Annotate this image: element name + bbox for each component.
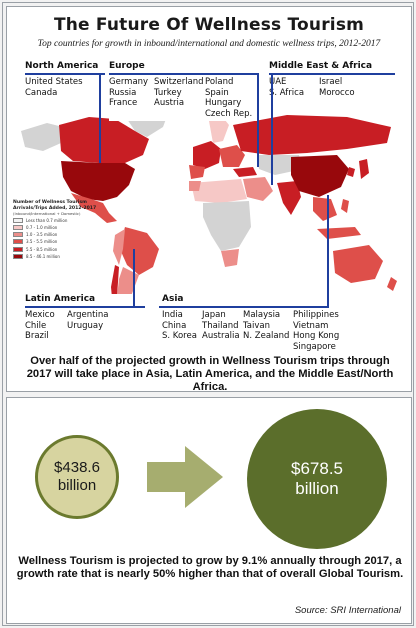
leader-line xyxy=(271,73,273,185)
middle-east xyxy=(243,177,273,201)
legend-item: 0.7 - 1.0 million xyxy=(13,224,121,230)
region-title: Middle East & Africa xyxy=(269,61,373,71)
region-title: Latin America xyxy=(25,294,96,304)
japan xyxy=(359,159,369,179)
turkey xyxy=(233,167,257,177)
legend-swatch xyxy=(13,246,23,252)
legend-swatch xyxy=(13,232,23,238)
region-latin-america: Latin America Mexico Chile Brazil Argent… xyxy=(25,294,145,344)
philippines xyxy=(341,199,349,213)
growth-statement: Over half of the projected growth in Wel… xyxy=(26,355,394,392)
legend-label: 8.5 - 46.1 million xyxy=(26,253,60,259)
legend-label: Less than 0.7 million xyxy=(26,217,68,223)
legend-item: 3.5 - 5.5 million xyxy=(13,239,121,245)
legend-item: Less than 0.7 million xyxy=(13,217,121,223)
alaska xyxy=(21,123,63,151)
map-legend: Number of Wellness Tourism Arrivals/Trip… xyxy=(13,200,121,259)
eastern-europe xyxy=(219,145,245,167)
southeast-asia xyxy=(313,197,337,221)
indonesia xyxy=(317,227,361,239)
legend-swatch xyxy=(13,224,23,230)
future-value: $678.5 billion xyxy=(291,459,343,498)
legend-item: 1.0 - 3.5 million xyxy=(13,232,121,238)
north-africa xyxy=(191,179,247,203)
leader-line xyxy=(133,249,135,306)
legend-item: 8.5 - 46.1 million xyxy=(13,253,121,259)
china xyxy=(291,155,349,197)
iberia xyxy=(189,165,205,179)
south-africa xyxy=(221,249,239,267)
andes xyxy=(113,229,125,265)
comparison-panel: $438.6 billion $678.5 billion Wellness T… xyxy=(6,397,412,624)
legend-swatch xyxy=(13,239,23,245)
united-states xyxy=(61,161,135,201)
mexico xyxy=(71,193,117,223)
region-title: North America xyxy=(25,61,99,71)
page-title: The Future Of Wellness Tourism xyxy=(53,15,365,35)
country-list: United States Canada xyxy=(25,77,83,98)
legend-label: 3.5 - 5.5 million xyxy=(26,239,58,245)
map-panel: The Future Of Wellness Tourism Top count… xyxy=(6,6,412,392)
legend-title: Number of Wellness Tourism Arrivals/Trip… xyxy=(13,200,97,211)
region-title: Asia xyxy=(162,294,184,304)
western-europe xyxy=(193,141,221,169)
leader-line xyxy=(257,73,259,167)
canada xyxy=(59,117,149,163)
region-europe: Europe Germany Russia France Switzerland… xyxy=(109,61,259,121)
legend-note: (Inbound/International + Domestic) xyxy=(13,211,81,217)
country-list: Israel Morocco xyxy=(319,77,355,98)
right-arrow-icon xyxy=(147,446,223,508)
projection-statement: Wellness Tourism is projected to grow by… xyxy=(16,555,404,580)
country-list: India China S. Korea xyxy=(162,310,197,341)
source-note: Source: SRI International xyxy=(294,605,401,616)
country-list: Malaysia Taivan N. Zealand xyxy=(243,310,290,341)
australia xyxy=(333,245,383,283)
leader-line xyxy=(99,73,101,163)
korea xyxy=(347,167,355,177)
country-list: Argentina Uruguay xyxy=(67,310,109,331)
legend-label: 5.5 - 8.5 million xyxy=(26,246,58,252)
country-list: Japan Thailand Australia xyxy=(202,310,240,341)
leader-line xyxy=(327,195,329,307)
future-value-circle: $678.5 billion xyxy=(247,409,387,549)
country-list: Philippines Vietnam Hong Kong Singapore xyxy=(293,310,340,352)
country-list: Germany Russia France xyxy=(109,77,149,108)
current-value-circle: $438.6 billion xyxy=(35,435,119,519)
legend-label: 0.7 - 1.0 million xyxy=(26,224,58,230)
morocco xyxy=(189,181,201,191)
current-value: $438.6 billion xyxy=(54,459,100,494)
legend-swatch xyxy=(13,217,23,223)
region-middle-east-africa: Middle East & Africa UAE S. Africa Israe… xyxy=(269,61,395,99)
page-subtitle: Top countries for growth in inbound/inte… xyxy=(37,39,381,49)
legend-swatch xyxy=(13,253,23,259)
india xyxy=(277,181,301,215)
region-north-america: North America United States Canada xyxy=(25,61,105,98)
brazil xyxy=(119,227,159,275)
legend-item: 5.5 - 8.5 million xyxy=(13,246,121,252)
country-list: Mexico Chile Brazil xyxy=(25,310,55,341)
legend-label: 1.0 - 3.5 million xyxy=(26,232,58,238)
region-title: Europe xyxy=(109,61,145,71)
new-zealand xyxy=(387,277,397,291)
region-asia: Asia India China S. Korea Japan Thailand… xyxy=(159,294,405,352)
scandinavia xyxy=(209,115,229,143)
country-list: Switzerland Turkey Austria xyxy=(154,77,204,108)
country-list: UAE S. Africa xyxy=(269,77,305,98)
central-africa xyxy=(203,201,251,251)
country-list: Poland Spain Hungary Czech Rep. xyxy=(205,77,253,119)
